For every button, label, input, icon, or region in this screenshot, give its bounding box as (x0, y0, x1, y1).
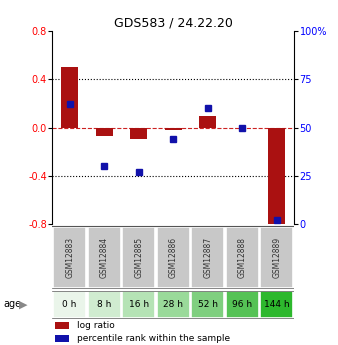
Text: 8 h: 8 h (97, 300, 111, 309)
Bar (260, 291, 293, 318)
Text: 0 h: 0 h (63, 300, 77, 309)
Text: 52 h: 52 h (198, 300, 218, 309)
Bar (226, 227, 259, 288)
Text: GSM12884: GSM12884 (100, 236, 109, 278)
Text: GSM12886: GSM12886 (169, 236, 178, 278)
Text: 16 h: 16 h (129, 300, 149, 309)
Bar (156, 227, 190, 288)
Bar (61, 67, 78, 128)
Bar (88, 227, 121, 288)
Title: GDS583 / 24.22.20: GDS583 / 24.22.20 (114, 17, 233, 30)
Bar (53, 227, 86, 288)
Bar (96, 128, 113, 136)
Text: age: age (3, 299, 22, 309)
Bar (191, 227, 224, 288)
Text: GSM12888: GSM12888 (238, 237, 247, 277)
Bar (122, 291, 155, 318)
Bar (122, 227, 155, 288)
Bar (156, 291, 190, 318)
Text: 96 h: 96 h (232, 300, 252, 309)
Text: 144 h: 144 h (264, 300, 290, 309)
Bar (130, 128, 147, 139)
Bar (53, 291, 86, 318)
Bar (191, 291, 224, 318)
Text: percentile rank within the sample: percentile rank within the sample (76, 334, 230, 343)
Bar (55, 322, 69, 329)
Text: GSM12889: GSM12889 (272, 236, 281, 278)
Text: GSM12887: GSM12887 (203, 236, 212, 278)
Text: 28 h: 28 h (163, 300, 183, 309)
Bar (199, 116, 216, 128)
Text: GSM12883: GSM12883 (65, 236, 74, 278)
Bar (226, 291, 259, 318)
Bar (165, 128, 182, 130)
Bar (268, 128, 285, 228)
Text: GSM12885: GSM12885 (134, 236, 143, 278)
Text: ▶: ▶ (19, 299, 27, 309)
Bar (88, 291, 121, 318)
Text: log ratio: log ratio (76, 321, 114, 330)
Bar (260, 227, 293, 288)
Bar (55, 335, 69, 342)
